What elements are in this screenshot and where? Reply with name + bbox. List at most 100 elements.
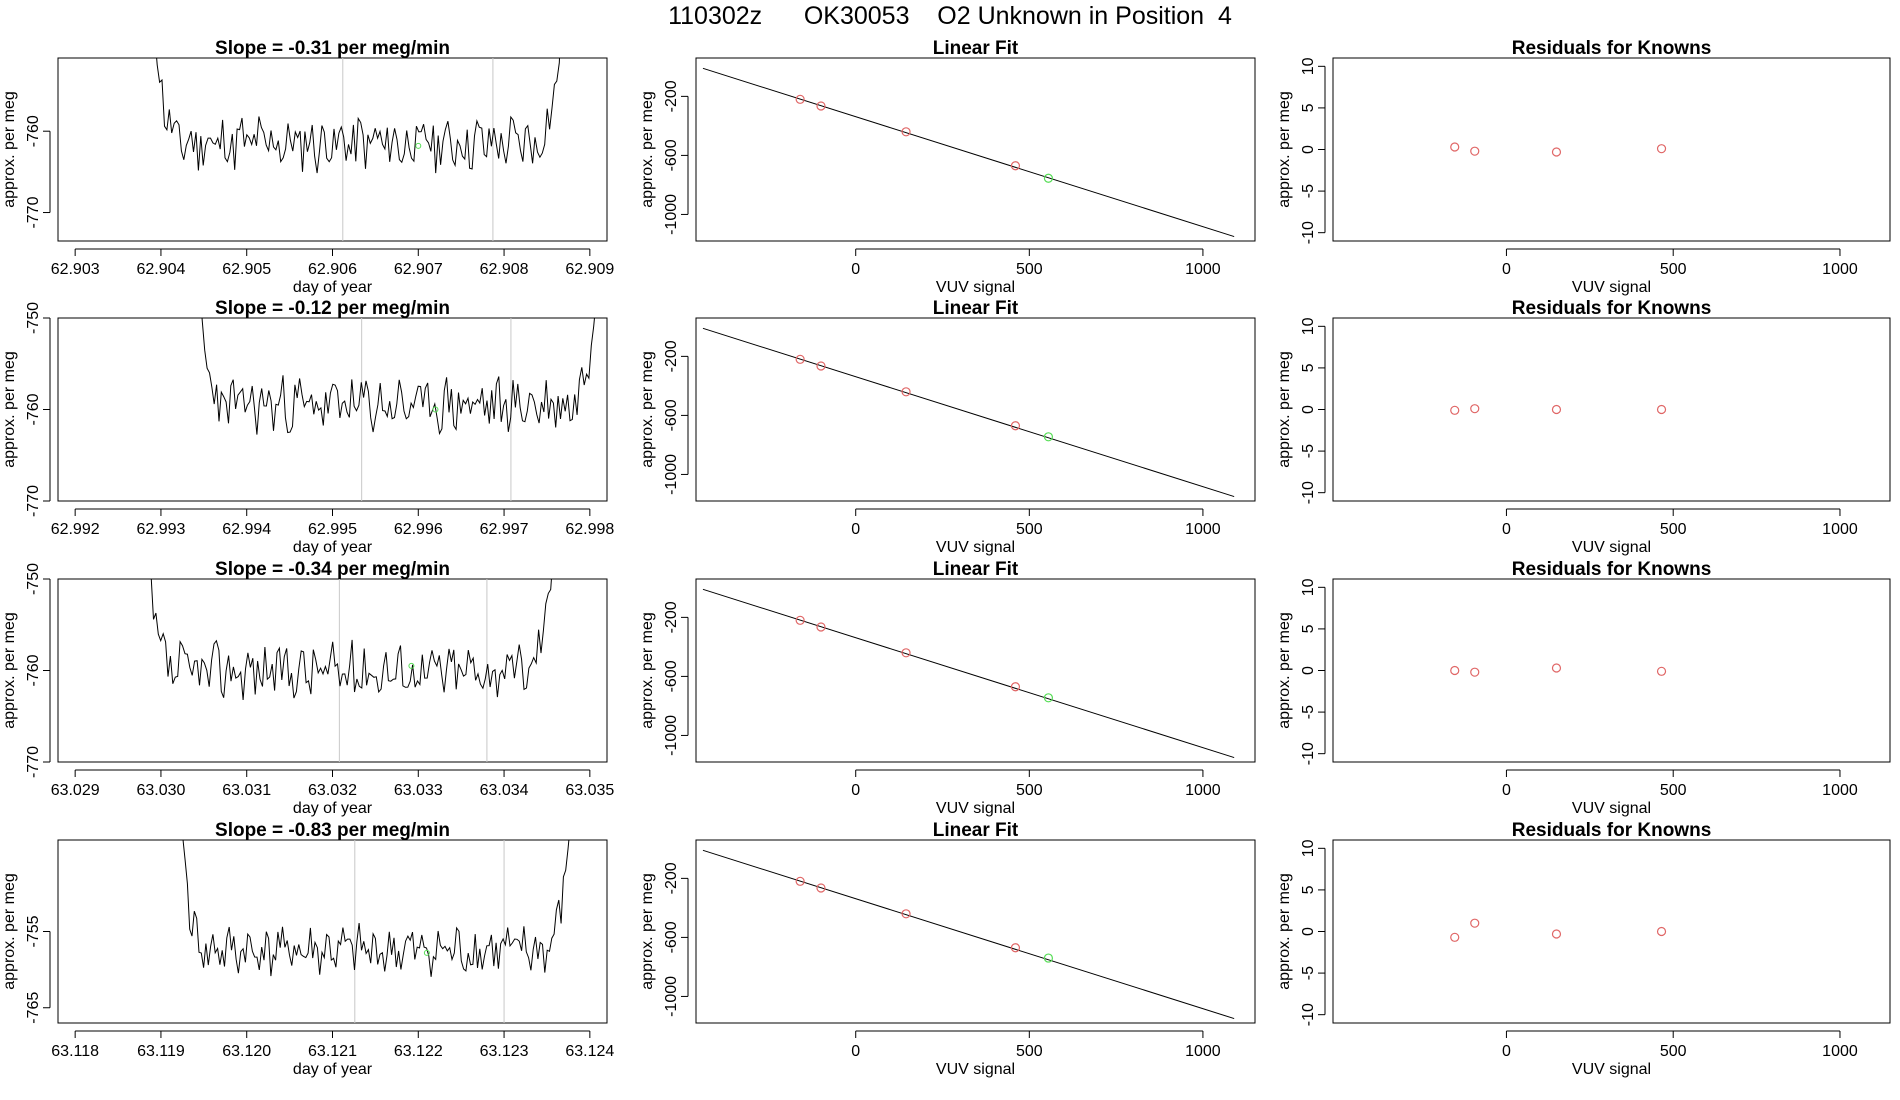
x-tick-label: 1000	[1185, 1043, 1221, 1060]
x-tick-label: 500	[1016, 521, 1043, 538]
known-point	[795, 615, 805, 625]
panel-time-0: Slope = -0.31 per meg/min 62.903 62.904 62.…	[1, 38, 614, 296]
x-axis-label: VUV signal	[1572, 1061, 1651, 1078]
x-tick-label: 0	[1502, 782, 1511, 799]
y-tick-label: -200	[663, 340, 680, 372]
plot-title: Linear Fit	[933, 298, 1019, 319]
y-tick-label: -1000	[663, 976, 680, 1017]
x-tick-label: 63.030	[136, 782, 185, 799]
x-tick-label: 63.122	[394, 1043, 443, 1060]
y-tick-label: 5	[1300, 624, 1317, 633]
x-tick-label: 1000	[1822, 261, 1858, 278]
y-axis-label: approx. per meg	[1276, 351, 1293, 468]
residual-point	[1450, 405, 1460, 415]
y-axis-label: approx. per meg	[1276, 612, 1293, 729]
y-tick-label: -5	[1300, 184, 1317, 198]
x-tick-label: 63.029	[51, 782, 100, 799]
y-tick-label: 10	[1300, 317, 1317, 335]
x-tick-label: 63.031	[222, 782, 271, 799]
panel-resid-3: Residuals for Knowns 0 500 1000 VUV signal 10…	[1276, 820, 1891, 1078]
known-point	[901, 127, 911, 137]
residual-point	[1450, 142, 1460, 152]
known-point	[816, 101, 826, 111]
plot-frame	[695, 317, 1256, 502]
known-point	[816, 883, 826, 893]
plot-title: Residuals for Knowns	[1512, 559, 1712, 580]
panel-fit-1: Linear Fit 0 500 1000 VUV signal -200 -600 -100…	[639, 298, 1256, 556]
fit-line	[702, 588, 1235, 759]
y-tick-label: -600	[663, 660, 680, 692]
x-axis-label: VUV signal	[936, 279, 1015, 296]
known-point	[795, 94, 805, 104]
y-tick-label: -600	[663, 139, 680, 171]
x-tick-label: 63.119	[137, 1043, 185, 1060]
plot-area	[702, 327, 1235, 498]
x-tick-label: 0	[851, 1043, 860, 1060]
residual-point	[1656, 144, 1667, 154]
x-tick-label: 63.035	[565, 782, 614, 799]
y-tick-label: -600	[663, 921, 680, 953]
y-tick-label: -10	[1300, 1003, 1317, 1026]
x-tick-label: 1000	[1822, 782, 1858, 799]
unknown-marker	[408, 662, 415, 669]
y-tick-label: -600	[663, 399, 680, 431]
y-axis-label: approx. per meg	[639, 351, 656, 468]
x-tick-label: 1000	[1185, 782, 1221, 799]
residual-point	[1656, 404, 1667, 415]
y-tick-label: -200	[663, 601, 680, 633]
plot-frame	[695, 57, 1256, 242]
x-tick-label: 0	[1502, 261, 1511, 278]
y-tick-label: -770	[25, 746, 42, 778]
y-axis-label: approx. per meg	[639, 91, 656, 208]
x-axis-label: day of year	[293, 279, 373, 296]
unknown-point	[1043, 693, 1054, 703]
plot-area	[702, 849, 1235, 1020]
y-tick-label: -5	[1300, 966, 1317, 980]
plot-frame	[57, 57, 608, 242]
y-tick-label: -200	[663, 862, 680, 894]
y-tick-label: -5	[1300, 705, 1317, 719]
plot-frame	[695, 578, 1256, 763]
x-axis-label: day of year	[293, 800, 373, 817]
x-tick-label: 62.995	[308, 521, 357, 538]
plot-frame	[695, 839, 1256, 1024]
y-tick-label: -770	[25, 485, 42, 517]
residual-point	[1551, 663, 1562, 673]
y-tick-label: -1000	[663, 454, 680, 495]
time-series-line	[201, 318, 595, 436]
x-tick-label: 62.907	[394, 261, 443, 278]
y-tick-label: -10	[1300, 742, 1317, 765]
x-tick-label: 63.033	[394, 782, 443, 799]
residual-point	[1551, 929, 1562, 939]
panel-time-1: Slope = -0.12 per meg/min 62.992 62.993 62.…	[1, 298, 614, 556]
x-tick-label: 500	[1016, 1043, 1043, 1060]
plot-area	[1450, 142, 1667, 157]
time-series-line	[182, 840, 570, 977]
x-tick-label: 62.908	[480, 261, 529, 278]
y-tick-label: 5	[1300, 885, 1317, 894]
plot-title: Linear Fit	[933, 38, 1019, 59]
y-tick-label: -750	[25, 302, 42, 334]
x-tick-label: 0	[1502, 1043, 1511, 1060]
y-tick-label: -770	[25, 196, 42, 228]
x-tick-label: 1000	[1185, 261, 1221, 278]
known-point	[901, 648, 911, 658]
residual-point	[1470, 667, 1480, 677]
panel-time-3: Slope = -0.83 per meg/min 63.118 63.119 63.…	[1, 820, 614, 1078]
plot-title: Slope = -0.12 per meg/min	[215, 298, 450, 319]
plot-frame	[57, 317, 608, 502]
plot-area	[201, 318, 595, 501]
x-tick-label: 0	[851, 782, 860, 799]
x-axis-label: VUV signal	[1572, 539, 1651, 556]
x-tick-label: 500	[1660, 261, 1687, 278]
residual-point	[1470, 404, 1480, 414]
x-axis-label: VUV signal	[1572, 279, 1651, 296]
panel-fit-0: Linear Fit 0 500 1000 VUV signal -200 -600 -100…	[639, 38, 1256, 296]
residual-point	[1470, 146, 1480, 156]
x-tick-label: 62.997	[480, 521, 529, 538]
y-tick-label: 10	[1300, 578, 1317, 596]
y-tick-label: -5	[1300, 444, 1317, 458]
x-axis-label: VUV signal	[1572, 800, 1651, 817]
known-point	[1010, 943, 1021, 953]
